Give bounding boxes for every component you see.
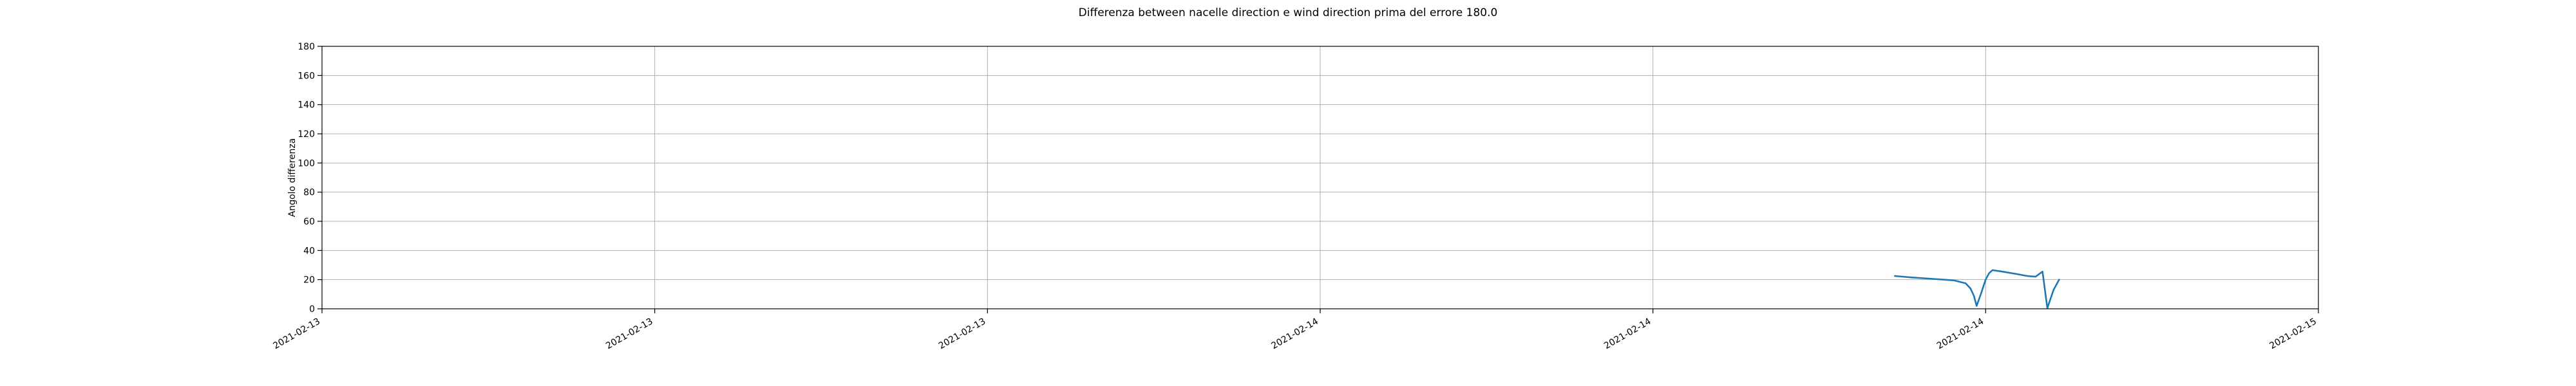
x-tick-label: 2021-02-15 [2268,317,2318,352]
y-tick-label: 180 [298,42,315,52]
grid [321,46,2319,309]
y-tick-label: 0 [309,304,315,315]
y-axis: 0 20 40 60 80 100 120 140 160 180 [298,42,322,315]
x-tick-label: 2021-02-13 [937,317,987,352]
series-layer [1894,269,2060,309]
y-tick-label: 80 [303,188,315,198]
y-tick-label: 20 [303,275,315,286]
chart-title: Differenza between nacelle direction e w… [1079,6,1498,19]
y-tick-label: 60 [303,217,315,227]
x-tick-label: 2021-02-14 [1270,317,1321,352]
y-tick-label: 160 [298,71,315,81]
y-axis-label: Angolo differenza [287,138,298,217]
series-line-0 [1894,269,2060,309]
x-tick-label: 2021-02-14 [1602,317,1653,352]
x-tick-label: 2021-02-13 [604,317,654,352]
x-tick-label: 2021-02-14 [1935,317,1986,352]
y-tick-label: 100 [298,158,315,169]
x-axis: 2021-02-13 2021-02-13 2021-02-13 2021-02-14… [272,309,2319,352]
y-tick-label: 40 [303,246,315,256]
y-tick-label: 140 [298,100,315,111]
x-tick-label: 2021-02-13 [272,317,322,352]
y-tick-label: 120 [298,129,315,140]
